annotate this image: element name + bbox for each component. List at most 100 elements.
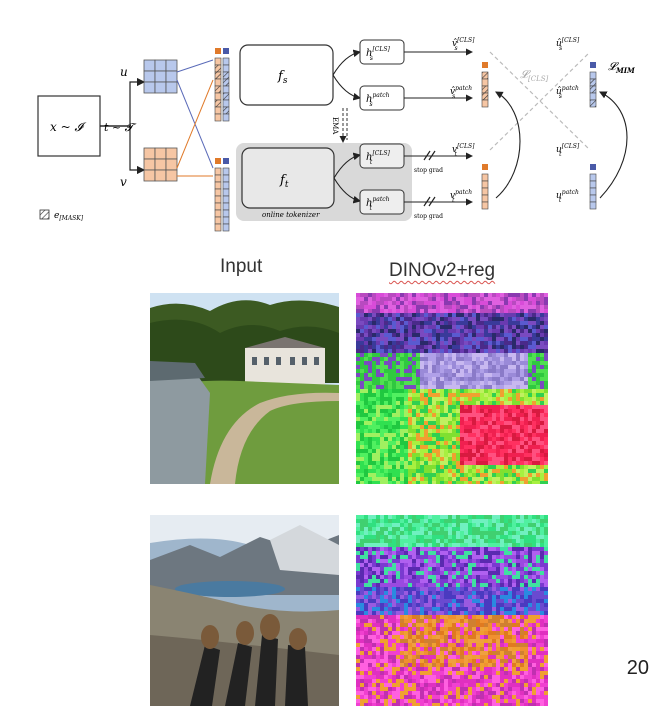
feature-pixel xyxy=(428,373,432,377)
feature-pixel xyxy=(428,305,432,309)
feature-pixel xyxy=(516,627,520,631)
feature-pixel xyxy=(360,627,364,631)
feature-pixel xyxy=(452,309,456,313)
feature-pixel xyxy=(412,639,416,643)
feature-pixel xyxy=(392,663,396,667)
feature-pixel xyxy=(416,293,420,297)
feature-pixel xyxy=(504,413,508,417)
feature-pixel xyxy=(532,369,536,373)
feature-pixel xyxy=(356,543,360,547)
feature-pixel xyxy=(436,333,440,337)
feature-pixel xyxy=(424,571,428,575)
feature-pixel xyxy=(456,611,460,615)
feature-pixel xyxy=(532,481,536,484)
feature-pixel xyxy=(496,623,500,627)
feature-pixel xyxy=(428,457,432,461)
feature-pixel xyxy=(364,409,368,413)
feature-pixel xyxy=(428,687,432,691)
feature-pixel xyxy=(512,345,516,349)
feature-pixel xyxy=(360,563,364,567)
feature-pixel xyxy=(440,655,444,659)
feature-pixel xyxy=(388,433,392,437)
feature-pixel xyxy=(492,659,496,663)
feature-pixel xyxy=(400,639,404,643)
feature-pixel xyxy=(460,563,464,567)
feature-pixel xyxy=(364,599,368,603)
feature-pixel xyxy=(536,445,540,449)
feature-pixel xyxy=(408,671,412,675)
feature-pixel xyxy=(396,361,400,365)
feature-pixel xyxy=(452,461,456,465)
feature-pixel xyxy=(396,449,400,453)
feature-pixel xyxy=(392,453,396,457)
feature-pixel xyxy=(472,297,476,301)
feature-pixel xyxy=(476,603,480,607)
feature-pixel xyxy=(364,405,368,409)
feature-pixel xyxy=(396,445,400,449)
feature-pixel xyxy=(408,305,412,309)
feature-pixel xyxy=(392,583,396,587)
feature-pixel xyxy=(544,547,548,551)
feature-pixel xyxy=(392,535,396,539)
feature-pixel xyxy=(364,413,368,417)
feature-pixel xyxy=(404,599,408,603)
feature-pixel xyxy=(456,301,460,305)
feature-pixel xyxy=(480,321,484,325)
feature-pixel xyxy=(424,699,428,703)
feature-pixel xyxy=(384,365,388,369)
patch-token xyxy=(214,223,222,232)
feature-pixel xyxy=(528,425,532,429)
feature-pixel xyxy=(388,313,392,317)
cls-token xyxy=(482,164,488,170)
feature-pixel xyxy=(364,635,368,639)
feature-pixel xyxy=(388,437,392,441)
feature-pixel xyxy=(372,473,376,477)
feature-pixel xyxy=(540,587,544,591)
feature-pixel xyxy=(456,437,460,441)
feature-pixel xyxy=(356,365,360,369)
feature-pixel xyxy=(512,473,516,477)
feature-pixel xyxy=(516,325,520,329)
feature-pixel xyxy=(500,465,504,469)
feature-pixel xyxy=(520,381,524,385)
feature-pixel xyxy=(392,559,396,563)
feature-pixel xyxy=(384,437,388,441)
feature-pixel xyxy=(384,305,388,309)
feature-pixel xyxy=(508,595,512,599)
feature-pixel xyxy=(540,591,544,595)
feature-pixel xyxy=(508,647,512,651)
feature-pixel xyxy=(544,353,548,357)
feature-pixel xyxy=(388,623,392,627)
feature-pixel xyxy=(512,651,516,655)
feature-pixel xyxy=(400,615,404,619)
feature-pixel xyxy=(416,611,420,615)
feature-pixel xyxy=(388,679,392,683)
feature-pixel xyxy=(508,587,512,591)
feature-pixel xyxy=(484,703,488,706)
feature-pixel xyxy=(408,365,412,369)
feature-pixel xyxy=(420,385,424,389)
feature-pixel xyxy=(520,309,524,313)
feature-pixel xyxy=(460,297,464,301)
feature-pixel xyxy=(516,519,520,523)
feature-pixel xyxy=(424,409,428,413)
feature-pixel xyxy=(440,599,444,603)
feature-pixel xyxy=(416,325,420,329)
feature-pixel xyxy=(364,623,368,627)
grid-cell xyxy=(143,169,156,182)
feature-pixel xyxy=(544,429,548,433)
feature-pixel xyxy=(512,563,516,567)
feature-pixel xyxy=(360,547,364,551)
feature-pixel xyxy=(424,607,428,611)
feature-pixel xyxy=(388,465,392,469)
feature-pixel xyxy=(512,341,516,345)
feature-pixel xyxy=(488,313,492,317)
feature-pixel xyxy=(396,635,400,639)
feature-pixel xyxy=(404,519,408,523)
feature-pixel xyxy=(544,563,548,567)
feature-pixel xyxy=(516,575,520,579)
feature-pixel xyxy=(480,607,484,611)
feature-pixel xyxy=(388,515,392,519)
feature-pixel xyxy=(540,405,544,409)
feature-pixel xyxy=(468,309,472,313)
